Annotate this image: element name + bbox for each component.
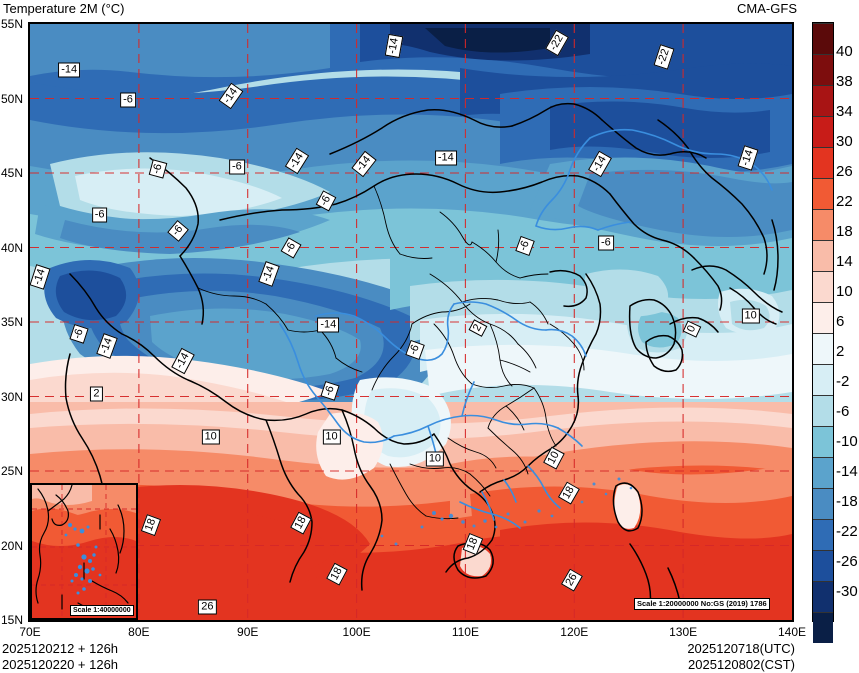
colorbar-tick-6: 6 — [836, 313, 845, 330]
contour-label: 2 — [90, 386, 103, 402]
colorbar-segment--6 — [813, 395, 833, 426]
contour-label: 10 — [322, 429, 341, 445]
colorbar-tick-22: 22 — [836, 193, 853, 210]
lat-tick-25N: 25N — [1, 464, 24, 478]
colorbar-segment--10 — [813, 426, 833, 457]
temperature-field — [30, 24, 792, 620]
lat-tick-15N: 15N — [1, 613, 24, 627]
colorbar[interactable] — [812, 22, 834, 643]
colorbar-tick--2: -2 — [836, 373, 850, 390]
valid-time-utc: 2025120718(UTC) — [687, 641, 795, 656]
lon-tick-140E: 140E — [777, 625, 807, 639]
colorbar-tick--18: -18 — [836, 493, 858, 510]
colorbar-segment--30 — [813, 581, 833, 612]
colorbar-segment-10 — [813, 271, 833, 302]
colorbar-tick-38: 38 — [836, 73, 853, 90]
lat-tick-40N: 40N — [1, 240, 24, 255]
colorbar-segment--14 — [813, 457, 833, 488]
lat-tick-30N: 30N — [1, 389, 24, 404]
lat-tick-45N: 45N — [1, 166, 24, 180]
colorbar-segment-18 — [813, 209, 833, 240]
colorbar-segment-26 — [813, 147, 833, 178]
contour-label: -14 — [434, 150, 457, 166]
lon-tick-130E: 130E — [669, 625, 698, 639]
colorbar-segment-14 — [813, 240, 833, 271]
colorbar-segment--18 — [813, 488, 833, 519]
lat-tick-20N: 20N — [1, 538, 24, 553]
lon-tick-70E: 70E — [19, 625, 41, 639]
colorbar-tick--14: -14 — [836, 463, 858, 480]
colorbar-tick-2: 2 — [836, 343, 845, 360]
lon-tick-110E: 110E — [451, 625, 479, 639]
colorbar-tick-40: 40 — [836, 43, 853, 60]
page-title: Temperature 2M (°C) — [3, 1, 125, 16]
colorbar-segment--34 — [813, 612, 833, 643]
init-time-utc: 2025120212 + 126h — [2, 641, 119, 656]
contour-label: 10 — [425, 451, 445, 467]
colorbar-segment-22 — [813, 178, 833, 209]
colorbar-labels: 40 38 34 30 26 22 18 14 10 6 2 -2 -6 -10 -14 -18 -22 -26 -… — [836, 22, 859, 622]
lat-tick-50N: 50N — [1, 91, 24, 106]
colorbar-tick--26: -26 — [836, 553, 858, 570]
lon-tick-80E: 80E — [128, 625, 150, 639]
contour-label: -14 — [58, 62, 81, 78]
colorbar-tick-10: 10 — [836, 283, 853, 300]
init-time-cst: 2025120220 + 126h — [2, 657, 119, 672]
colorbar-tick-30: 30 — [836, 133, 853, 150]
colorbar-tick--10: -10 — [836, 433, 858, 450]
lon-tick-90E: 90E — [237, 625, 259, 639]
lon-tick-120E: 120E — [560, 625, 589, 639]
colorbar-tick-34: 34 — [836, 103, 853, 120]
colorbar-segment--26 — [813, 550, 833, 581]
contour-label: -6 — [120, 92, 136, 108]
contour-label: -14 — [317, 317, 340, 333]
colorbar-tick-14: 14 — [836, 253, 853, 270]
model-label: CMA-GFS — [737, 1, 797, 16]
colorbar-tick--6: -6 — [836, 403, 850, 420]
inset-scale-stamp: Scale 1:40000000 — [70, 605, 134, 616]
colorbar-segment-6 — [813, 302, 833, 333]
contour-label: 10 — [741, 308, 760, 324]
lat-tick-55N: 55N — [1, 17, 24, 31]
contour-label: 26 — [198, 599, 217, 615]
temperature-map[interactable]: Scale 1:20000000 No:GS (2019) 1786 -14 -6… — [28, 22, 794, 622]
colorbar-tick-26: 26 — [836, 163, 853, 180]
colorbar-segment-38 — [813, 54, 833, 85]
contour-label: -6 — [597, 235, 614, 251]
colorbar-segment--22 — [813, 519, 833, 550]
contour-label: 10 — [201, 429, 220, 445]
colorbar-segment--2 — [813, 364, 833, 395]
contour-label: -6 — [91, 207, 108, 223]
lat-tick-35N: 35N — [1, 315, 24, 329]
colorbar-tick--22: -22 — [836, 523, 858, 540]
colorbar-segment-30 — [813, 116, 833, 147]
valid-time-cst: 2025120802(CST) — [688, 657, 795, 672]
colorbar-segment-40 — [813, 23, 833, 54]
colorbar-tick-18: 18 — [836, 223, 853, 240]
map-canvas — [30, 24, 792, 620]
contour-label: -6 — [228, 159, 245, 175]
colorbar-segment-34 — [813, 85, 833, 116]
south-china-sea-inset[interactable]: Scale 1:40000000 — [30, 483, 138, 620]
inset-temperature-field — [32, 485, 136, 618]
colorbar-tick--30: -30 — [836, 583, 858, 600]
colorbar-segment-2 — [813, 333, 833, 364]
map-scale-stamp: Scale 1:20000000 No:GS (2019) 1786 — [634, 598, 770, 610]
lon-tick-100E: 100E — [342, 625, 371, 639]
